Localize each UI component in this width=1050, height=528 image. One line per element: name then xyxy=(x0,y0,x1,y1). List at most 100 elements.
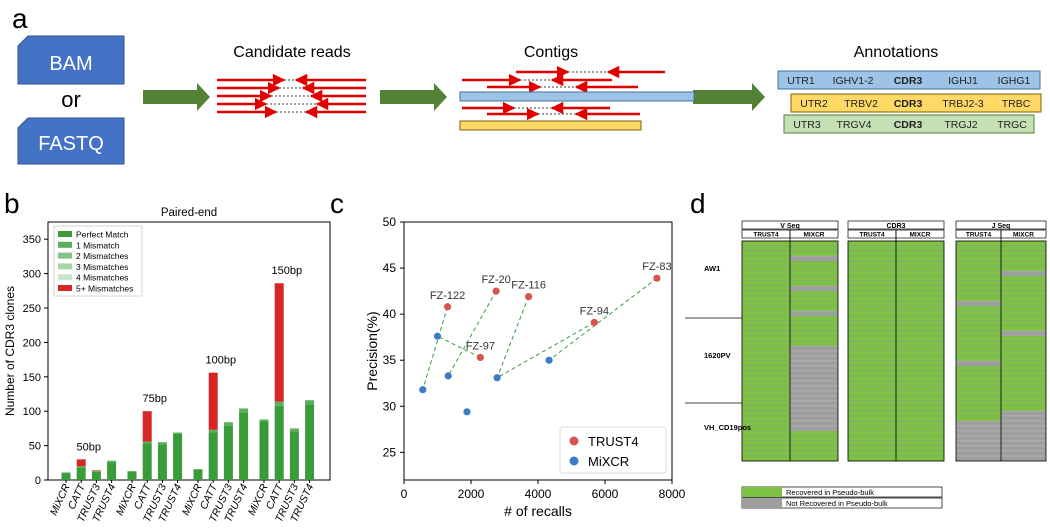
heat-cell xyxy=(1000,290,1047,297)
legend-swatch xyxy=(58,274,72,281)
heat-cell xyxy=(955,345,1002,352)
x-tick-label: 6000 xyxy=(592,487,619,501)
heat-cell xyxy=(895,395,945,402)
heat-cell xyxy=(955,365,1002,372)
heat-cell xyxy=(847,435,897,442)
heat-cell xyxy=(847,320,897,327)
annotation-segment: TRBV2 xyxy=(844,98,878,110)
heat-cell xyxy=(955,380,1002,387)
heat-cell xyxy=(955,270,1002,277)
heat-cell xyxy=(789,425,839,432)
heat-cell xyxy=(741,265,791,272)
heat-cell xyxy=(789,435,839,442)
heat-cell xyxy=(789,300,839,307)
annotation-segment: UTR3 xyxy=(793,119,821,131)
heat-cell xyxy=(895,290,945,297)
heat-cell xyxy=(955,410,1002,417)
legend-swatch xyxy=(742,498,782,508)
heat-cell xyxy=(1000,445,1047,452)
annotation-segment: TRGJ2 xyxy=(944,119,977,131)
sample-label: FZ-122 xyxy=(430,290,465,302)
heat-cell xyxy=(847,375,897,382)
heat-cell xyxy=(955,245,1002,252)
bar-segment xyxy=(239,408,249,413)
heat-cell xyxy=(955,405,1002,412)
heat-cell xyxy=(847,400,897,407)
heat-cell xyxy=(895,250,945,257)
heat-cell xyxy=(741,415,791,422)
heat-cell xyxy=(847,365,897,372)
heat-cell xyxy=(741,325,791,332)
heat-cell xyxy=(789,375,839,382)
legend-label: 4 Mismatches xyxy=(76,273,128,283)
heat-cell xyxy=(1000,450,1047,457)
heat-cell xyxy=(847,305,897,312)
heat-cell xyxy=(741,450,791,457)
heat-cell xyxy=(789,330,839,337)
heat-cell xyxy=(895,390,945,397)
heat-cell xyxy=(1000,365,1047,372)
group-label: 75bp xyxy=(143,393,167,405)
heat-cell xyxy=(955,310,1002,317)
heat-cell xyxy=(741,385,791,392)
heat-cell xyxy=(1000,335,1047,342)
heat-cell xyxy=(955,420,1002,427)
trust4-point xyxy=(492,287,500,295)
heat-cell xyxy=(789,410,839,417)
heat-cell xyxy=(895,365,945,372)
heat-cell xyxy=(847,415,897,422)
heat-cell xyxy=(1000,275,1047,282)
heat-cell xyxy=(741,275,791,282)
heat-cell xyxy=(895,370,945,377)
heat-cell xyxy=(847,385,897,392)
heat-cell xyxy=(741,310,791,317)
bar-segment xyxy=(274,401,284,406)
heat-cell xyxy=(955,360,1002,367)
block-title-cell xyxy=(741,220,839,230)
heat-cell xyxy=(955,240,1002,247)
step-title-candidate-reads: Candidate reads xyxy=(233,44,350,61)
bam-box xyxy=(17,35,125,85)
legend-label: 5+ Mismatches xyxy=(76,284,133,294)
heat-cell xyxy=(895,410,945,417)
legend-swatch xyxy=(742,487,782,497)
panel-label-d: d xyxy=(690,188,706,219)
heat-cell xyxy=(789,240,839,247)
chart-b: Paired-end 0 50 100 150 200 250 300 350 Number of… xyxy=(3,207,331,524)
mixcr-point xyxy=(463,408,471,416)
annotation-segment: UTR2 xyxy=(800,98,828,110)
x-tick-label: 2000 xyxy=(458,487,485,501)
legend-label: 1 Mismatch xyxy=(76,240,120,250)
heat-cell xyxy=(955,295,1002,302)
heat-cell xyxy=(847,370,897,377)
bar-segment xyxy=(127,471,137,472)
bar-segment xyxy=(239,412,249,480)
y-tick-label: 35 xyxy=(383,353,397,367)
heat-cell xyxy=(741,355,791,362)
annotation-bar-igh xyxy=(777,70,1041,90)
heat-cell xyxy=(789,310,839,317)
heat-cell xyxy=(955,355,1002,362)
heat-cell xyxy=(847,360,897,367)
heat-cell xyxy=(847,265,897,272)
annotation-bar-trg xyxy=(783,114,1035,134)
heat-cell xyxy=(955,390,1002,397)
heat-cell xyxy=(1000,410,1047,417)
bam-label: BAM xyxy=(49,53,92,75)
heat-cell xyxy=(1000,405,1047,412)
heat-cell xyxy=(955,400,1002,407)
column-header: MIXCR xyxy=(1013,232,1034,239)
annotation-segment: UTR1 xyxy=(787,75,815,87)
heat-cell xyxy=(741,390,791,397)
bar-segment xyxy=(193,469,203,480)
block-title: CDR3 xyxy=(886,223,905,230)
legend-swatch xyxy=(58,263,72,270)
legend-label: 2 Mismatches xyxy=(76,251,128,261)
heat-cell xyxy=(1000,400,1047,407)
heat-cell xyxy=(847,290,897,297)
annotation-segment: IGHJ1 xyxy=(948,75,978,87)
heat-cell xyxy=(847,285,897,292)
heat-cell xyxy=(1000,300,1047,307)
heat-cell xyxy=(847,355,897,362)
